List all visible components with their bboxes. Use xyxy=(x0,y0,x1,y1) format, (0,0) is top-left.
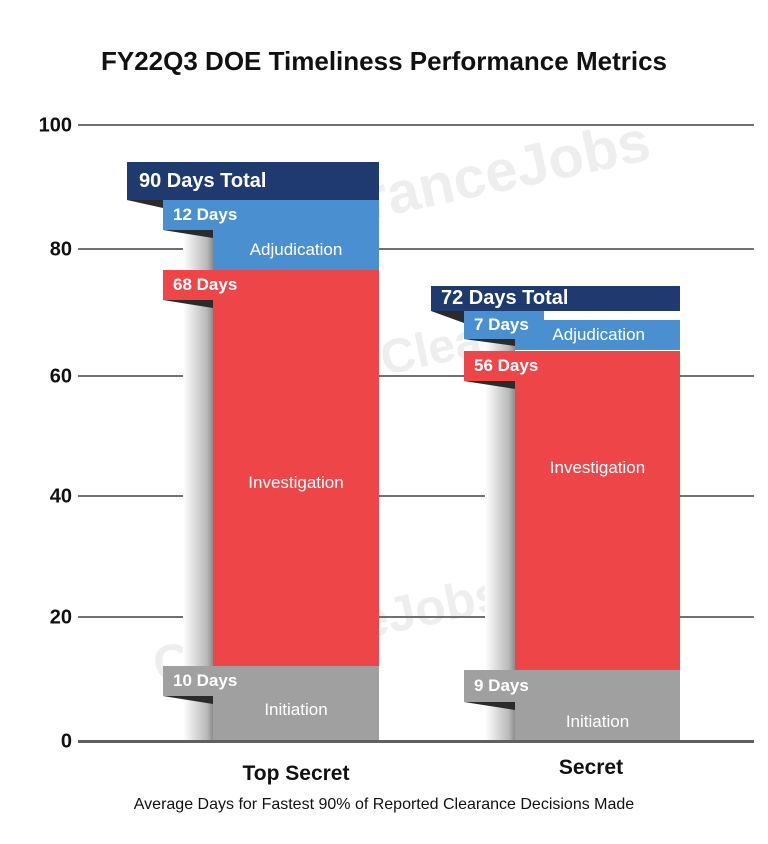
flag-text: 90 Days Total xyxy=(139,169,267,192)
flag-total: 90 Days Total xyxy=(127,162,379,200)
flag-fold xyxy=(127,200,163,208)
flag-fold xyxy=(464,702,515,710)
segment-investigation: Investigation xyxy=(213,300,379,666)
segment-initiation: Initiation xyxy=(213,696,379,741)
flag-text: 56 Days xyxy=(474,356,539,375)
flag-fold xyxy=(163,300,213,308)
segment-adjudication: Adjudication xyxy=(213,230,379,270)
category-label-secret: Secret xyxy=(558,756,624,779)
gridline xyxy=(78,375,754,377)
flag-text: 9 Days xyxy=(474,676,529,695)
segment-label: Adjudication xyxy=(249,240,343,259)
flag-fold xyxy=(464,339,515,346)
chart-title: FY22Q3 DOE Timeliness Performance Metric… xyxy=(101,46,667,76)
segment-investigation: Investigation xyxy=(515,380,680,670)
y-tick: 40 xyxy=(49,485,72,508)
segment-label: Adjudication xyxy=(552,325,645,344)
segment-label: Initiation xyxy=(264,699,328,719)
y-tick: 0 xyxy=(60,730,72,753)
y-tick: 80 xyxy=(49,238,72,261)
flag-initiation-days: 9 Days xyxy=(464,670,680,702)
segment-initiation: Initiation xyxy=(515,702,680,741)
flag-adjudication-days: 12 Days xyxy=(163,200,379,230)
flag-text: 68 Days xyxy=(173,275,238,294)
chart-subtitle: Average Days for Fastest 90% of Reported… xyxy=(133,796,635,813)
flag-investigation-days: 56 Days xyxy=(464,351,680,381)
segment-label: Investigation xyxy=(248,473,344,492)
flag-text: 10 Days xyxy=(173,671,238,690)
gridline xyxy=(78,616,754,618)
flag-text: 7 Days xyxy=(474,315,529,334)
flag-adjudication-days: 7 Days xyxy=(464,311,544,339)
y-tick: 60 xyxy=(49,365,72,388)
gridline xyxy=(78,124,754,126)
flag-fold xyxy=(464,381,515,389)
flag-fold xyxy=(163,696,213,704)
gridline xyxy=(78,248,754,250)
flag-fold xyxy=(431,311,464,323)
flag-total: 72 Days Total xyxy=(431,286,680,311)
flag-text: 72 Days Total xyxy=(441,287,569,309)
x-axis-baseline xyxy=(78,740,754,743)
flag-fold xyxy=(163,230,213,238)
gridline xyxy=(78,495,754,497)
category-label-top-secret: Top Secret xyxy=(242,762,350,785)
y-tick: 20 xyxy=(49,606,72,629)
y-tick: 100 xyxy=(38,114,72,137)
flag-text: 12 Days xyxy=(173,205,238,224)
flag-investigation-days: 68 Days xyxy=(163,270,379,300)
segment-label: Initiation xyxy=(565,711,630,731)
segment-label: Investigation xyxy=(549,457,646,477)
flag-initiation-days: 10 Days xyxy=(163,666,379,696)
